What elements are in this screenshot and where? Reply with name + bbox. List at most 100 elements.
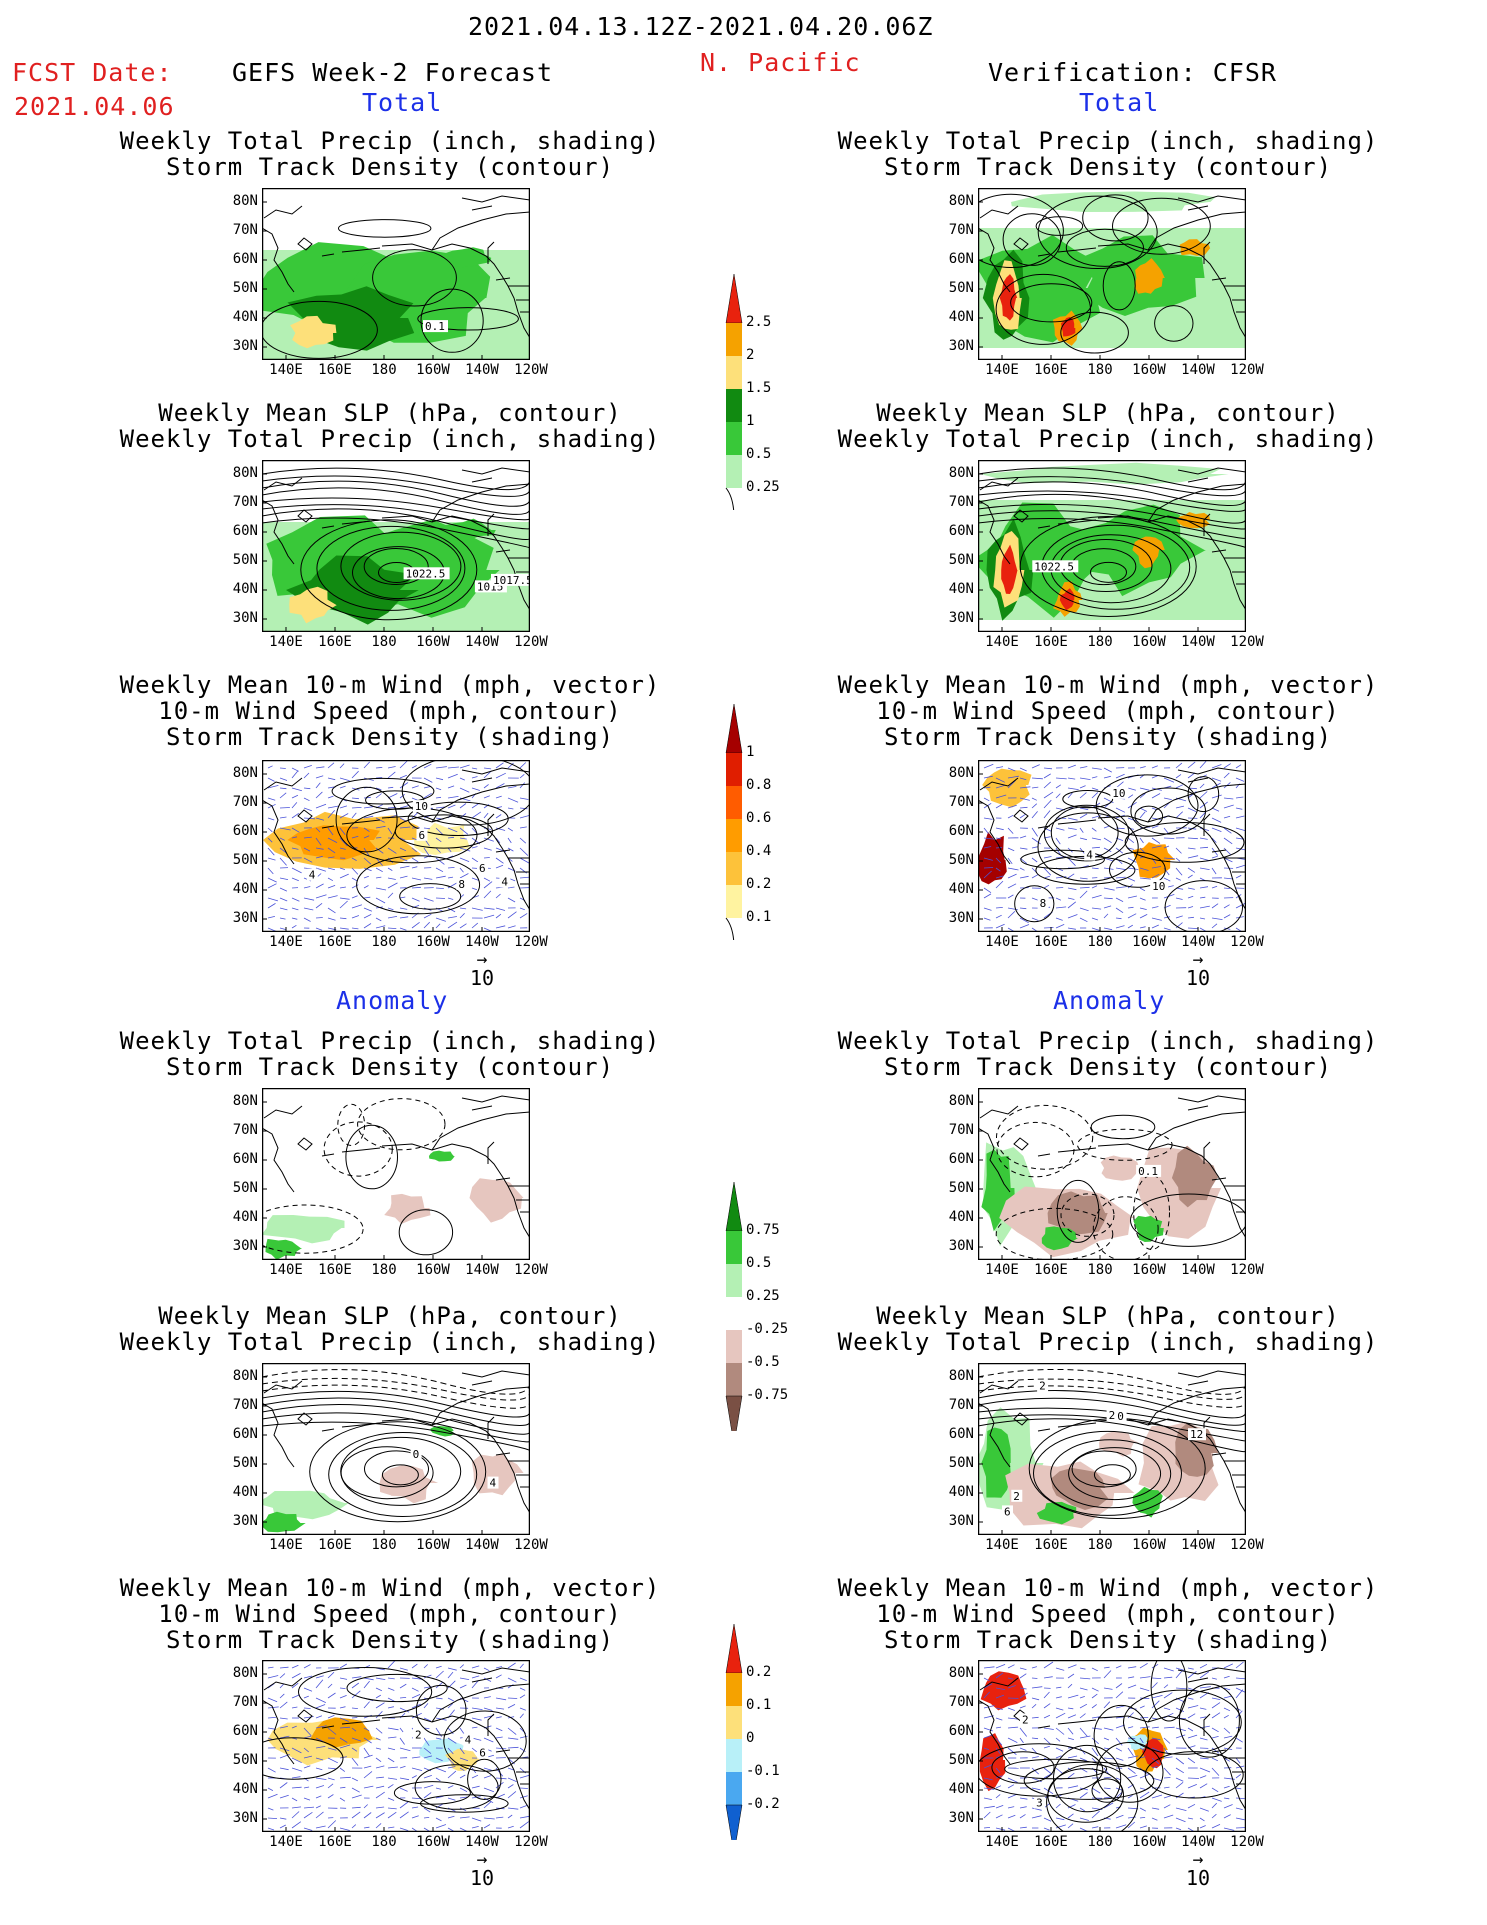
- colorbar-label: -0.25: [746, 1321, 789, 1337]
- svg-text:10: 10: [1112, 787, 1125, 800]
- colorbar-label: 1: [746, 413, 755, 429]
- svg-text:8: 8: [458, 878, 465, 891]
- lon-tick-label: 140E: [269, 634, 303, 650]
- colorbar-label: 0.5: [746, 446, 772, 462]
- svg-text:3: 3: [1036, 1797, 1043, 1810]
- lat-tick-label: 60N: [232, 1151, 258, 1167]
- lon-tick-label: 180: [371, 1834, 397, 1850]
- lat-tick-label: 80N: [948, 465, 974, 481]
- lon-tick-label: 120W: [514, 1537, 548, 1553]
- panel-title: Weekly Mean 10-m Wind (mph, vector) 10-m …: [788, 1575, 1428, 1653]
- lat-tick-label: 50N: [948, 552, 974, 568]
- svg-text:6: 6: [479, 1747, 486, 1760]
- panel-title: Weekly Mean SLP (hPa, contour) Weekly Tot…: [70, 1303, 710, 1355]
- lat-tick-label: 80N: [948, 193, 974, 209]
- lon-tick-label: 180: [1087, 1834, 1113, 1850]
- panel-title: Weekly Mean 10-m Wind (mph, vector) 10-m …: [70, 1575, 710, 1653]
- vector-reference-label: 10: [1185, 966, 1211, 990]
- panel-title-line: 10-m Wind Speed (mph, contour): [158, 1600, 622, 1628]
- svg-text:2: 2: [415, 1728, 422, 1741]
- lat-tick-label: 30N: [948, 610, 974, 626]
- panel-title: Weekly Total Precip (inch, shading) Storm…: [70, 1028, 710, 1080]
- date-range: 2021.04.13.12Z-2021.04.20.06Z: [468, 12, 934, 41]
- lon-tick-label: 120W: [1230, 1262, 1264, 1278]
- panel-title-line: Weekly Total Precip (inch, shading): [837, 1027, 1379, 1055]
- lon-tick-label: 140W: [465, 1537, 499, 1553]
- lat-tick-label: 60N: [948, 523, 974, 539]
- lon-tick-label: 180: [1087, 934, 1113, 950]
- lat-tick-label: 30N: [232, 910, 258, 926]
- lat-tick-label: 60N: [232, 823, 258, 839]
- panel-title-line: Weekly Total Precip (inch, shading): [119, 1328, 661, 1356]
- lat-tick-label: 40N: [232, 881, 258, 897]
- lat-tick-label: 60N: [948, 1151, 974, 1167]
- lon-tick-label: 180: [371, 934, 397, 950]
- lat-tick-label: 60N: [232, 1426, 258, 1442]
- lon-tick-label: 180: [371, 634, 397, 650]
- panel-title-line: Storm Track Density (contour): [165, 153, 615, 181]
- colorbar-precip_anom: [725, 1181, 743, 1431]
- lat-tick-label: 70N: [232, 222, 258, 238]
- svg-text:0.1: 0.1: [425, 320, 445, 333]
- lat-tick-label: 80N: [232, 1665, 258, 1681]
- lat-tick-label: 50N: [948, 280, 974, 296]
- lon-tick-label: 140E: [985, 1537, 1019, 1553]
- vector-reference: → 10: [1178, 951, 1218, 991]
- panel-title-line: Weekly Mean 10-m Wind (mph, vector): [119, 1574, 661, 1602]
- panel-title-line: 10-m Wind Speed (mph, contour): [876, 1600, 1340, 1628]
- lat-tick-label: 30N: [232, 338, 258, 354]
- lon-tick-label: 120W: [514, 362, 548, 378]
- colorbar-label: 2.5: [746, 314, 772, 330]
- lat-tick-label: 70N: [948, 1694, 974, 1710]
- lon-tick-label: 160E: [1034, 1834, 1068, 1850]
- lon-tick-label: 160W: [1132, 1537, 1166, 1553]
- colorbar-storm_anom: [725, 1623, 743, 1840]
- lon-tick-label: 160W: [416, 1834, 450, 1850]
- lon-tick-label: 160E: [1034, 934, 1068, 950]
- lat-tick-label: 50N: [948, 852, 974, 868]
- lat-tick-label: 50N: [232, 552, 258, 568]
- lat-tick-label: 50N: [948, 1455, 974, 1471]
- svg-text:0: 0: [413, 1448, 420, 1461]
- colorbar-label: -0.75: [746, 1387, 789, 1403]
- lat-tick-label: 60N: [232, 251, 258, 267]
- lat-tick-label: 40N: [232, 1781, 258, 1797]
- colorbar-label: 2: [746, 347, 755, 363]
- lon-tick-label: 180: [1087, 362, 1113, 378]
- lat-tick-label: 70N: [232, 1694, 258, 1710]
- lat-tick-label: 60N: [232, 1723, 258, 1739]
- left-column-title: GEFS Week-2 Forecast: [232, 58, 554, 87]
- panel-title-line: Weekly Mean 10-m Wind (mph, vector): [837, 1574, 1379, 1602]
- svg-text:1017.5: 1017.5: [493, 574, 530, 587]
- colorbar-label: 0.1: [746, 1697, 772, 1713]
- lon-tick-label: 160E: [318, 934, 352, 950]
- panel-title-line: Storm Track Density (shading): [883, 723, 1333, 751]
- svg-text:4: 4: [309, 869, 316, 882]
- svg-text:2: 2: [1039, 1380, 1046, 1393]
- panel-title-line: Storm Track Density (contour): [883, 153, 1333, 181]
- panel-title-line: Storm Track Density (shading): [165, 723, 615, 751]
- svg-text:6: 6: [419, 829, 426, 842]
- map-panel-cfsr-3: 0.1: [978, 1088, 1246, 1260]
- panel-title-line: 10-m Wind Speed (mph, contour): [876, 697, 1340, 725]
- lat-tick-label: 30N: [948, 338, 974, 354]
- lat-tick-label: 70N: [232, 494, 258, 510]
- lat-tick-label: 80N: [948, 765, 974, 781]
- colorbar-label: 0.6: [746, 810, 772, 826]
- lat-tick-label: 40N: [948, 1781, 974, 1797]
- colorbar-label: 0.25: [746, 1288, 780, 1304]
- colorbar-label: 1.5: [746, 380, 772, 396]
- section-anomaly-left: Anomaly: [336, 986, 449, 1015]
- fcst-date: 2021.04.06: [14, 92, 175, 121]
- panel-title-line: Weekly Mean 10-m Wind (mph, vector): [119, 671, 661, 699]
- lon-tick-label: 180: [371, 362, 397, 378]
- vector-reference-arrow-icon: →: [476, 1849, 488, 1870]
- lon-tick-label: 140E: [269, 1537, 303, 1553]
- colorbar-label: -0.1: [746, 1763, 780, 1779]
- map-panel-cfsr-0: [978, 188, 1246, 360]
- lat-tick-label: 50N: [232, 1180, 258, 1196]
- colorbar-storm_total: [725, 703, 743, 940]
- lat-tick-label: 70N: [948, 1397, 974, 1413]
- lon-tick-label: 160E: [1034, 634, 1068, 650]
- right-column-title: Verification: CFSR: [988, 58, 1277, 87]
